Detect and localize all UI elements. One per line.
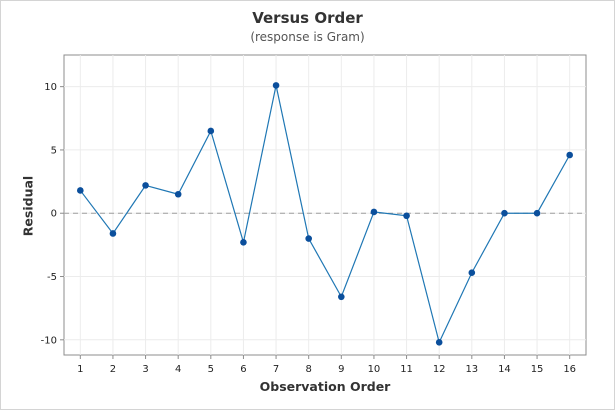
x-tick-label: 1: [77, 364, 83, 375]
x-tick-label: 2: [110, 364, 116, 375]
x-tick-label: 4: [175, 364, 181, 375]
x-tick-label: 11: [400, 364, 413, 375]
y-ticks: -10 -5 0 5 10: [41, 82, 64, 346]
data-point: [533, 209, 541, 217]
x-tick-label: 10: [368, 364, 381, 375]
data-point: [77, 187, 84, 194]
data-point: [207, 127, 215, 135]
data-point: [501, 209, 508, 217]
data-point: [109, 230, 117, 237]
data-point: [435, 339, 443, 346]
data-point: [403, 212, 410, 220]
x-tick-label: 3: [142, 364, 148, 375]
data-point: [240, 239, 247, 246]
x-tick-label: 8: [306, 364, 312, 375]
x-tick-label: 16: [563, 364, 576, 375]
data-point: [142, 182, 149, 189]
data-point: [370, 208, 378, 216]
series-group: [77, 82, 573, 346]
x-tick-label: 13: [465, 364, 478, 375]
chart-subtitle: (response is Gram): [250, 30, 365, 44]
x-axis-label: Observation Order: [259, 379, 391, 394]
y-tick-label: -5: [47, 272, 57, 283]
y-tick-label: 0: [51, 209, 57, 220]
x-tick-label: 5: [208, 364, 214, 375]
x-tick-label: 7: [273, 364, 279, 375]
data-point: [338, 293, 345, 301]
x-tick-label: 12: [433, 364, 446, 375]
y-tick-label: 10: [44, 82, 57, 93]
y-tick-label: 5: [51, 145, 57, 156]
data-point: [272, 82, 280, 89]
x-tick-label: 15: [531, 364, 544, 375]
y-tick-label: -10: [41, 335, 57, 346]
series-line: [79, 85, 571, 345]
chart-title: Versus Order: [252, 9, 363, 27]
data-point: [305, 235, 312, 242]
x-tick-label: 6: [240, 364, 246, 375]
x-tick-label: 9: [338, 364, 344, 375]
data-point: [468, 269, 476, 277]
grid-lines: [64, 55, 586, 355]
x-tick-label: 14: [498, 364, 511, 375]
plot-area: [63, 54, 587, 356]
x-ticks: 1 2 3 4 5 6 7 8 9 10 11 12 13 14 15 16: [77, 355, 576, 375]
data-point: [566, 151, 573, 159]
data-point: [174, 190, 182, 198]
